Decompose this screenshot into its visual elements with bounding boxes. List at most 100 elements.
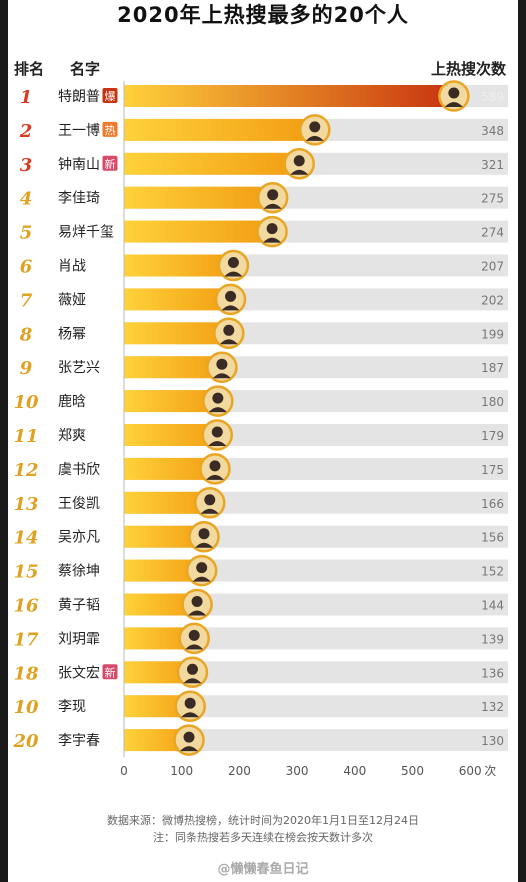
bar	[124, 118, 325, 141]
bar	[124, 288, 241, 311]
value-label: 136	[481, 666, 504, 680]
page-title: 2020年上热搜最多的20个人	[117, 3, 409, 27]
bar	[124, 186, 283, 209]
column-header-rank: 排名	[14, 60, 45, 78]
avatar-body	[221, 305, 240, 311]
badge-label: 爆	[105, 89, 116, 103]
name-label: 王俊凯	[58, 496, 100, 512]
avatar-body	[208, 441, 227, 446]
avatar-body	[205, 474, 224, 480]
rank-label: 8	[19, 324, 33, 345]
avatar-head	[225, 290, 237, 302]
rank-label: 1	[20, 87, 33, 108]
bar	[124, 457, 225, 480]
badge	[102, 121, 118, 137]
avatar-head	[223, 324, 235, 336]
name-label: 肖战	[58, 259, 86, 275]
bar	[124, 424, 228, 446]
value-label: 132	[481, 700, 504, 714]
avatar-body	[188, 610, 207, 616]
badge	[102, 88, 118, 103]
badge-label: 新	[105, 157, 116, 171]
badge-label: 新	[105, 665, 116, 679]
avatar-head	[293, 155, 305, 167]
rank-label: 16	[13, 596, 39, 617]
watermark: @懒懒春鱼日记	[217, 862, 309, 877]
value-label: 152	[481, 565, 504, 579]
x-tick-label: 100	[170, 764, 193, 778]
avatar-body	[212, 373, 231, 379]
avatar-body	[290, 169, 309, 175]
value-label: 187	[481, 361, 504, 375]
rank-label: 18	[13, 663, 39, 684]
name-label: 郑爽	[58, 428, 86, 444]
value-label: 589	[481, 90, 504, 104]
rank-label: 2	[19, 121, 33, 142]
name-label: 特朗普	[58, 89, 100, 105]
x-tick-label: 500	[401, 764, 424, 778]
avatar-head	[209, 460, 221, 472]
rank-label: 7	[20, 290, 33, 311]
bar-track	[124, 593, 508, 616]
x-tick-label: 300	[286, 764, 309, 778]
rank-label: 5	[20, 223, 33, 244]
rank-label: 13	[13, 494, 38, 515]
avatar-body	[181, 712, 200, 718]
name-label: 张文宏	[58, 665, 100, 681]
badge-label: 热	[105, 124, 116, 137]
avatar-head	[309, 121, 321, 133]
value-label: 130	[481, 734, 504, 748]
chart-frame: 2020年上热搜最多的20个人 排名 名字 上热搜次数 1 特朗普爆 589 2 王一博…	[8, 0, 518, 882]
bar	[124, 356, 232, 379]
avatar-body	[192, 576, 211, 582]
name-label: 杨幂	[58, 326, 86, 342]
name-label: 钟南山	[58, 156, 100, 173]
rank-label: 6	[20, 257, 33, 278]
avatar-head	[448, 87, 460, 99]
avatar-body	[263, 203, 282, 209]
badge	[102, 664, 118, 680]
value-label: 144	[481, 599, 504, 613]
rank-label: 17	[13, 629, 39, 650]
x-tick-label: 600	[459, 764, 482, 778]
column-header-name: 名字	[70, 60, 101, 78]
name-label: 王一博	[58, 122, 100, 139]
name-label: 李现	[58, 699, 86, 715]
bar-track	[124, 695, 508, 718]
bar-track	[124, 525, 508, 548]
avatar-head	[196, 562, 208, 574]
rank-label: 15	[13, 562, 38, 583]
value-label: 321	[481, 158, 504, 172]
value-label: 139	[481, 632, 504, 646]
avatar-head	[211, 426, 223, 438]
x-tick-label: 200	[228, 764, 251, 778]
x-tick-label: 400	[343, 764, 366, 778]
avatar-head	[212, 392, 224, 404]
avatar-head	[186, 663, 198, 675]
name-label: 易烊千玺	[58, 225, 114, 241]
avatar-body	[185, 644, 204, 650]
value-label: 180	[481, 395, 504, 409]
avatar-body	[200, 508, 219, 514]
name-label: 吴亦凡	[58, 530, 100, 546]
avatar-body	[208, 407, 227, 413]
badge	[102, 155, 118, 171]
avatar-body	[305, 135, 324, 141]
name-label: 蔡徐坤	[58, 564, 100, 580]
footer-notes: 数据来源：微博热搜榜，统计时间为2020年1月1日至12月24日 注：同条热搜若…	[8, 812, 518, 846]
value-label: 156	[481, 531, 504, 545]
value-label: 202	[481, 293, 504, 307]
avatar-head	[184, 697, 196, 709]
x-tick-label: 0	[120, 764, 128, 778]
bar	[124, 85, 464, 107]
avatar-head	[216, 358, 228, 370]
bar	[124, 152, 310, 175]
name-label: 李宇春	[58, 733, 100, 749]
rank-label: 14	[13, 528, 38, 549]
bar-track	[124, 627, 508, 650]
avatar-head	[183, 731, 195, 743]
avatar-head	[188, 629, 200, 641]
name-label: 鹿晗	[58, 393, 86, 410]
value-label: 175	[481, 463, 504, 477]
bar-track	[124, 729, 508, 752]
